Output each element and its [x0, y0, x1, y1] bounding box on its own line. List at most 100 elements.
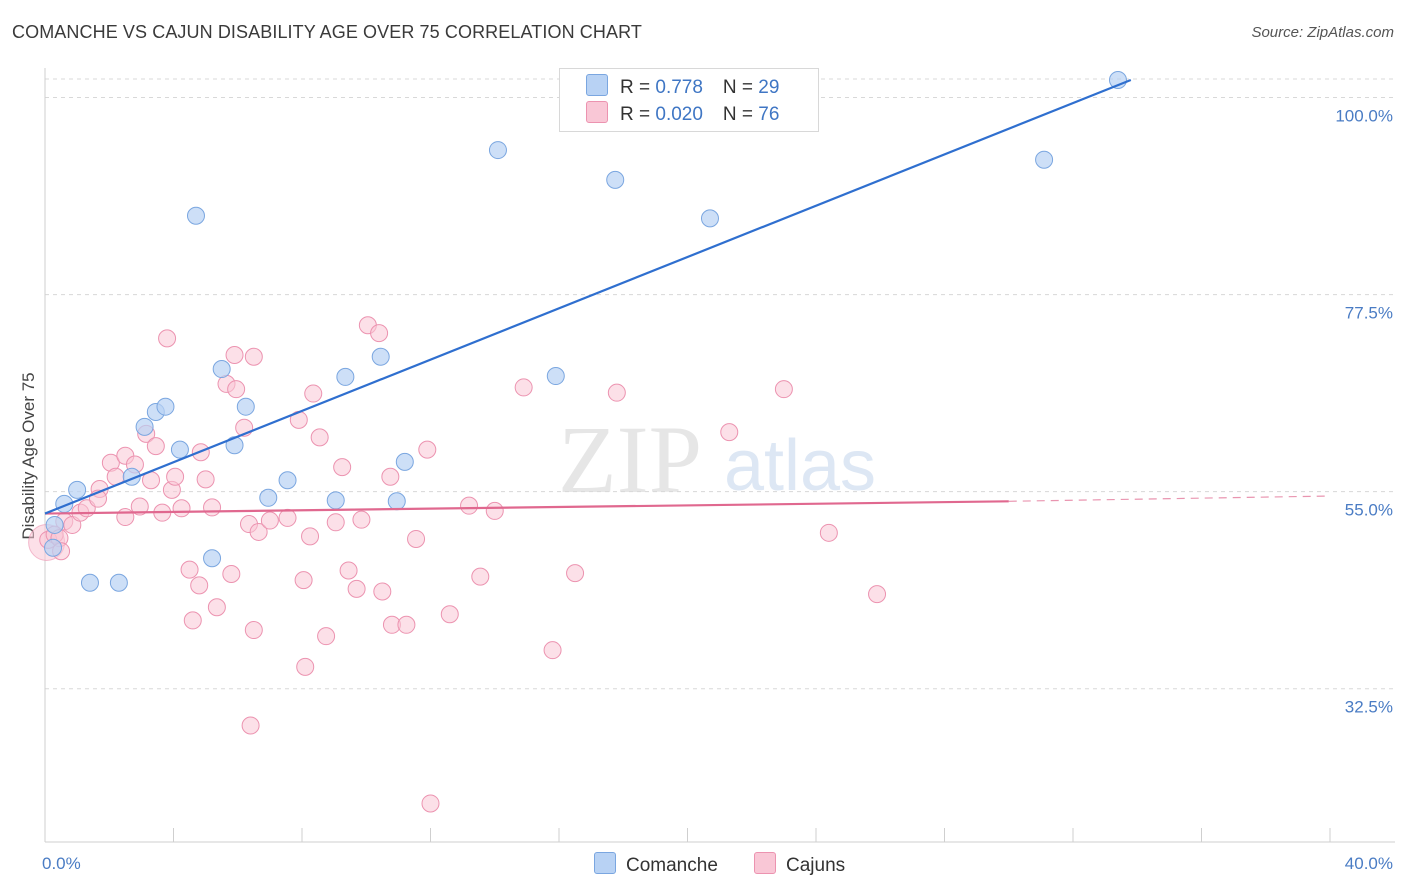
cajun-point — [225, 346, 244, 365]
legend-n-value-cajuns: 76 — [758, 104, 780, 125]
chart-title: COMANCHE VS CAJUN DISABILITY AGE OVER 75… — [12, 22, 642, 42]
comanche-point — [387, 492, 406, 511]
comanche-point — [236, 397, 255, 416]
bottom-legend-label-cajuns: Cajuns — [786, 855, 846, 876]
cajun-point — [774, 380, 793, 399]
comanche-point — [45, 515, 64, 534]
cajun-point — [158, 329, 177, 348]
cajun-point — [260, 511, 279, 530]
cajun-swatch — [586, 101, 608, 123]
legend-row-comanche: R = 0.778 N = 29 — [586, 74, 779, 100]
bottom-legend-cajuns: Cajuns — [754, 852, 845, 877]
legend-n-label: N = — [722, 77, 759, 98]
comanche-point — [700, 209, 719, 228]
comanche-swatch — [586, 74, 608, 96]
cajun-point — [146, 437, 165, 456]
comanche-point — [488, 141, 507, 160]
cajun-point — [868, 585, 887, 604]
cajun-point — [397, 615, 416, 634]
series-comanche — [44, 71, 1127, 592]
legend-r-label: R = — [620, 77, 656, 98]
cajun-point — [203, 498, 222, 517]
comanche-point — [109, 573, 128, 592]
cajun-point — [485, 501, 504, 520]
comanche-point — [336, 367, 355, 386]
comanche-point — [170, 440, 189, 459]
comanche-point — [278, 471, 297, 490]
cajun-point — [278, 508, 297, 527]
series-cajuns — [28, 316, 887, 813]
x-tick-labels: 0.0% 40.0% — [42, 854, 1393, 873]
cajun-point — [190, 576, 209, 595]
cajun-point — [301, 527, 320, 546]
cajun-point — [381, 467, 400, 486]
x-tick-label: 40.0% — [1345, 854, 1393, 873]
y-tick-label: 32.5% — [1345, 698, 1393, 717]
bottom-legend-comanche: Comanche — [594, 852, 718, 877]
comanche-point — [326, 491, 345, 510]
legend-n-value-comanche: 29 — [758, 77, 780, 98]
comanche-point — [68, 480, 87, 499]
cajun-point — [720, 423, 739, 442]
comanche-point — [203, 549, 222, 568]
x-tick-label: 0.0% — [42, 854, 81, 873]
cajun-point — [333, 458, 352, 477]
comanche-point — [156, 397, 175, 416]
y-axis-label: Disability Age Over 75 — [19, 372, 38, 539]
trend-lines — [44, 78, 1331, 515]
comanche-point — [546, 367, 565, 386]
cajun-point — [172, 499, 191, 518]
cajun-point — [514, 378, 533, 397]
cajun-point — [116, 508, 135, 527]
cajun-point — [207, 598, 226, 617]
axes — [44, 68, 1395, 843]
legend-row-cajuns: R = 0.020 N = 76 — [586, 101, 779, 127]
comanche-point — [186, 206, 205, 225]
y-tick-label: 77.5% — [1345, 304, 1393, 323]
cajun-swatch — [754, 852, 776, 874]
cajun-point — [607, 383, 626, 402]
cajun-point — [460, 496, 479, 515]
comanche-point — [371, 347, 390, 366]
y-tick-label: 55.0% — [1345, 501, 1393, 520]
gridlines — [45, 78, 1395, 690]
comanche-point — [80, 573, 99, 592]
comanche-point — [44, 538, 63, 557]
cajun-point — [183, 611, 202, 630]
cajun-point — [418, 440, 437, 459]
y-tick-label: 100.0% — [1335, 107, 1393, 126]
comanche-swatch — [594, 852, 616, 874]
cajun-point — [347, 579, 366, 598]
cajun-point — [227, 380, 246, 399]
comanche-point — [606, 170, 625, 189]
cajun-point — [249, 522, 268, 541]
cajun-point — [294, 571, 313, 590]
cajun-trend-extension — [1008, 495, 1331, 502]
cajun-point — [339, 561, 358, 580]
cajun-point — [180, 560, 199, 579]
comanche-point — [212, 360, 231, 379]
cajun-point — [166, 467, 185, 486]
watermark-atlas: atlas — [724, 426, 876, 506]
legend-n-label: N = — [722, 104, 759, 125]
legend-r-value-comanche: 0.778 — [655, 77, 703, 98]
comanche-point — [395, 452, 414, 471]
comanche-trend-line — [44, 78, 1132, 515]
legend-r-value-cajuns: 0.020 — [655, 104, 703, 125]
cajun-point — [471, 567, 490, 586]
bottom-legend-label-comanche: Comanche — [626, 855, 718, 876]
y-tick-labels: 32.5% 55.0% 77.5% 100.0% — [1335, 107, 1393, 717]
cajun-point — [566, 564, 585, 583]
cajun-point — [421, 794, 440, 813]
cajun-point — [317, 627, 336, 646]
comanche-point — [135, 417, 154, 436]
correlation-legend: R = 0.778 N = 29 R = 0.020 N = 76 — [559, 68, 819, 132]
cajun-point — [373, 582, 392, 601]
cajun-trend-line — [44, 500, 1009, 515]
comanche-point — [259, 488, 278, 507]
cajun-point — [819, 523, 838, 542]
cajun-point — [196, 470, 215, 489]
cajun-point — [222, 564, 241, 583]
cajun-point — [296, 657, 315, 676]
